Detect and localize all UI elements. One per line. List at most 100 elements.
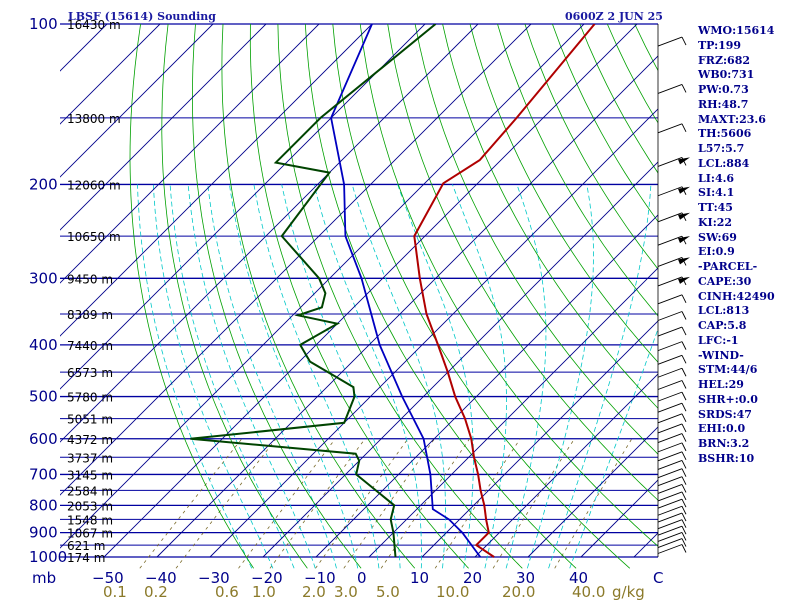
moist-adiabat-line <box>313 184 422 569</box>
height-label: 174 m <box>67 551 105 565</box>
stat-line: SW:69 <box>698 230 737 244</box>
wind-barb <box>657 354 687 365</box>
stat-line: SI:4.1 <box>698 186 735 200</box>
isotherm-line <box>315 214 658 558</box>
x-axis-label: mb <box>32 569 56 587</box>
dry-adiabat-line <box>191 24 362 569</box>
isotherm-line <box>474 373 658 558</box>
stat-line: L57:5.7 <box>698 142 745 155</box>
mixing-ratio-tick-label: 3.0 <box>334 583 358 600</box>
wind-barb <box>657 519 687 530</box>
station-title: LBSF (15614) Sounding <box>68 10 216 23</box>
moist-adiabat-line <box>569 327 658 569</box>
moist-adiabat-line <box>137 184 253 569</box>
stat-line: SRDS:47 <box>698 407 752 421</box>
moist-adiabats <box>137 184 658 569</box>
temperature-tick-label: 10 <box>410 569 429 587</box>
dry-adiabat-line <box>442 24 658 409</box>
height-label: 10650 m <box>67 230 121 244</box>
dry-adiabat-line <box>277 24 523 569</box>
moist-adiabat-line <box>229 184 359 569</box>
isotherm-line <box>60 24 426 390</box>
isotherm-line <box>527 426 658 558</box>
dry-adiabat-line <box>524 24 658 270</box>
height-label: 3737 m <box>67 451 113 465</box>
stat-line: HEL:29 <box>698 378 744 391</box>
height-label: 4372 m <box>67 433 113 447</box>
mixing-ratio-tick-label: 5.0 <box>376 583 400 600</box>
pressure-tick-label: 200 <box>29 175 58 193</box>
height-label: 12060 m <box>67 178 121 192</box>
parcel-trace-line <box>330 24 482 558</box>
dry-adiabat-line <box>414 24 658 455</box>
mixing-ratio-tick-label: 0.2 <box>144 583 168 600</box>
mixing-ratio-line <box>139 438 243 569</box>
isotherm-line <box>60 24 320 284</box>
moist-adiabat-line <box>253 184 380 569</box>
dewpoint-line <box>190 24 437 558</box>
wind-barb <box>657 538 687 548</box>
wind-barb <box>657 460 687 470</box>
wind-barb <box>657 235 690 246</box>
stat-line: WMO:15614 <box>698 24 775 37</box>
wind-pennant <box>678 212 690 220</box>
isobar-lines <box>60 23 658 558</box>
stat-line: -PARCEL- <box>698 260 758 273</box>
mixing-ratio-line <box>175 438 277 569</box>
moist-adiabat-line <box>452 184 507 569</box>
stat-line: KI:22 <box>698 215 733 229</box>
stat-line: CAPE:30 <box>698 274 752 288</box>
pressure-tick-label: 700 <box>29 465 58 483</box>
pressure-tick-label: 800 <box>29 496 58 514</box>
dry-adiabat-line <box>249 24 469 569</box>
isotherm-line <box>60 24 479 443</box>
height-label: 1548 m <box>67 513 113 527</box>
mixing-ratio-tick-label: 20.0 <box>502 583 535 600</box>
wind-pennant <box>678 236 690 244</box>
celsius-unit-label: C <box>653 569 663 587</box>
stats-panel: WMO:15614 TP:199 FRZ:682 WB0:731 PW:0.73 RH:4… <box>698 24 798 467</box>
moist-adiabat-line <box>187 184 316 569</box>
wind-barb <box>657 156 690 167</box>
pressure-tick-label: 300 <box>29 269 58 287</box>
temperature-tick-label: −20 <box>251 569 283 587</box>
stat-line: STM:44/6 <box>698 363 758 377</box>
temperature-tick-label: −50 <box>92 569 124 587</box>
wind-barb <box>657 402 687 413</box>
isotherm-line <box>60 24 161 125</box>
moist-adiabat-line <box>169 184 295 569</box>
wind-barb <box>657 367 687 378</box>
temperature-tick-label: 40 <box>569 569 588 587</box>
wind-barb <box>657 380 687 390</box>
moist-adiabat-line <box>207 184 337 569</box>
stat-line: FRZ:682 <box>698 53 751 67</box>
wind-barb <box>657 498 687 509</box>
wind-barb <box>657 326 687 337</box>
isotherm-line <box>60 24 373 337</box>
dry-adiabat-line <box>129 24 254 569</box>
moist-adiabat-line <box>505 184 547 569</box>
height-label: 7440 m <box>67 339 113 353</box>
moist-adiabat-line <box>548 184 652 569</box>
sounding-profiles <box>190 24 596 558</box>
stat-line: TP:199 <box>698 38 742 52</box>
moist-adiabat-line <box>526 184 594 569</box>
height-label: 8389 m <box>67 308 113 322</box>
stat-line: -WIND- <box>698 348 744 362</box>
stat-line: EHI:0.0 <box>698 422 746 436</box>
dry-adiabat-line <box>469 24 658 363</box>
isotherm-line <box>60 24 267 231</box>
wind-barb <box>657 186 690 197</box>
pressure-tick-label: 400 <box>29 336 58 354</box>
dry-adiabat-line <box>304 24 577 569</box>
isotherm-line <box>103 24 638 558</box>
wind-barb <box>657 525 687 536</box>
moist-adiabat-line <box>153 184 274 569</box>
stat-line: BRN:3.2 <box>698 437 750 450</box>
wind-pennant <box>678 257 690 265</box>
wind-barb <box>657 505 687 516</box>
stat-line: LI:4.6 <box>698 171 735 185</box>
wind-barb <box>657 544 687 554</box>
moist-adiabat-line <box>281 184 401 569</box>
wind-barb <box>657 391 687 402</box>
